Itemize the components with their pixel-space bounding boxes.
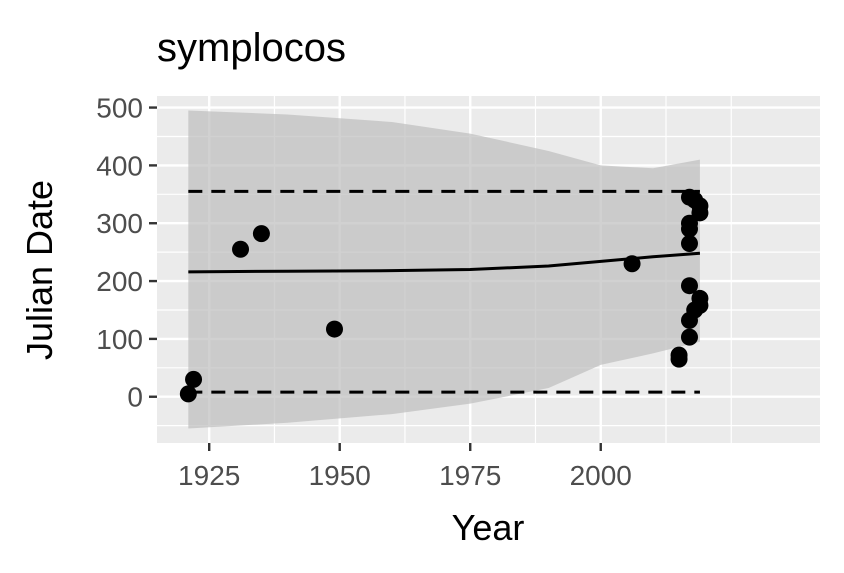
y-tick-label: 200	[96, 266, 143, 297]
chart-title: symplocos	[157, 26, 346, 70]
data-point	[179, 385, 197, 403]
y-axis-title: Julian Date	[19, 180, 60, 360]
x-axis-title: Year	[452, 507, 525, 548]
data-point	[185, 370, 203, 388]
data-point	[670, 346, 688, 364]
x-tick-label: 1975	[439, 460, 501, 491]
y-tick-label: 300	[96, 208, 143, 239]
fit-line	[188, 251, 701, 274]
y-tick-label: 0	[127, 382, 143, 413]
lines-layer	[188, 189, 701, 394]
x-tick-label: 1950	[309, 460, 371, 491]
data-point	[232, 240, 250, 258]
data-point	[680, 328, 698, 346]
y-tick-label: 500	[96, 93, 143, 124]
x-tick-label: 1925	[178, 460, 240, 491]
data-points	[179, 188, 709, 403]
y-tick-label: 100	[96, 324, 143, 355]
y-tick-label: 400	[96, 150, 143, 181]
x-tick-label: 2000	[570, 460, 632, 491]
data-point	[680, 220, 698, 238]
data-point	[680, 277, 698, 295]
data-point	[691, 204, 709, 222]
data-point	[325, 320, 343, 338]
data-point	[691, 296, 709, 314]
data-point	[623, 255, 641, 273]
data-point	[680, 234, 698, 252]
axes: 1925 1950 1975 2000 0 100 200 300 400 500	[96, 93, 632, 491]
data-point	[252, 225, 270, 243]
